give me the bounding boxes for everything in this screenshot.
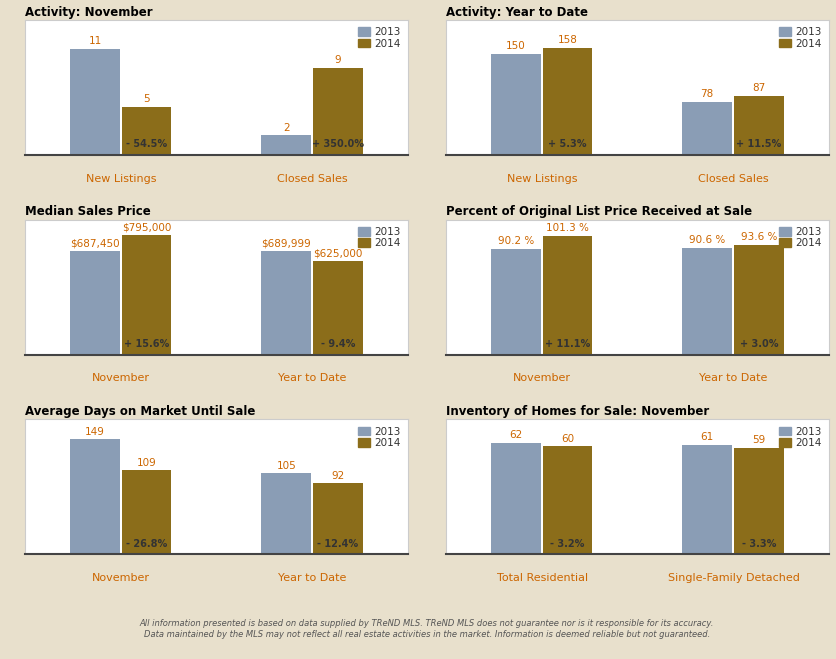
Text: 62: 62 — [508, 430, 522, 440]
Legend: 2013, 2014: 2013, 2014 — [356, 424, 402, 450]
Text: 150: 150 — [505, 41, 525, 51]
Text: Closed Sales: Closed Sales — [277, 173, 348, 184]
Text: All information presented is based on data supplied by TReND MLS. TReND MLS does: All information presented is based on da… — [140, 619, 713, 639]
Text: November: November — [512, 374, 570, 384]
Text: 90.6 %: 90.6 % — [688, 235, 725, 246]
Text: $689,999: $689,999 — [261, 239, 311, 248]
Text: $625,000: $625,000 — [313, 248, 362, 258]
Text: Average Days on Market Until Sale: Average Days on Market Until Sale — [25, 405, 255, 418]
Text: - 26.8%: - 26.8% — [126, 539, 167, 549]
Text: 9: 9 — [334, 55, 341, 65]
Text: 5: 5 — [143, 94, 150, 104]
Bar — [70, 252, 120, 355]
Text: Inventory of Homes for Sale: November: Inventory of Homes for Sale: November — [446, 405, 708, 418]
Bar — [261, 136, 311, 155]
Bar — [70, 440, 120, 554]
Bar — [121, 235, 171, 355]
Text: Year to Date: Year to Date — [698, 374, 767, 384]
Text: 93.6 %: 93.6 % — [740, 232, 776, 242]
Bar — [313, 68, 362, 155]
Text: + 11.5%: + 11.5% — [736, 139, 781, 150]
Text: - 54.5%: - 54.5% — [126, 139, 167, 150]
Bar — [681, 248, 732, 355]
Text: + 11.1%: + 11.1% — [544, 339, 589, 349]
Text: - 12.4%: - 12.4% — [317, 539, 358, 549]
Bar — [121, 471, 171, 554]
Bar — [491, 248, 540, 355]
Legend: 2013, 2014: 2013, 2014 — [777, 225, 823, 250]
Text: 92: 92 — [331, 471, 344, 480]
Text: 11: 11 — [89, 36, 101, 46]
Text: 61: 61 — [700, 432, 713, 442]
Text: Single-Family Detached: Single-Family Detached — [667, 573, 798, 583]
Bar — [681, 102, 732, 155]
Text: 87: 87 — [752, 83, 764, 94]
Bar — [313, 261, 362, 355]
Text: Median Sales Price: Median Sales Price — [25, 206, 150, 218]
Bar — [261, 251, 311, 355]
Text: - 3.3%: - 3.3% — [741, 539, 775, 549]
Text: 90.2 %: 90.2 % — [497, 236, 533, 246]
Bar — [491, 53, 540, 155]
Text: New Listings: New Listings — [507, 173, 577, 184]
Text: November: November — [92, 573, 150, 583]
Bar — [491, 443, 540, 554]
Legend: 2013, 2014: 2013, 2014 — [356, 225, 402, 250]
Text: Year to Date: Year to Date — [278, 573, 346, 583]
Text: Percent of Original List Price Received at Sale: Percent of Original List Price Received … — [446, 206, 752, 218]
Legend: 2013, 2014: 2013, 2014 — [777, 424, 823, 450]
Text: - 9.4%: - 9.4% — [320, 339, 354, 349]
Bar — [70, 49, 120, 155]
Bar — [261, 473, 311, 554]
Bar — [121, 107, 171, 155]
Legend: 2013, 2014: 2013, 2014 — [356, 25, 402, 51]
Text: 101.3 %: 101.3 % — [545, 223, 589, 233]
Text: Year to Date: Year to Date — [278, 374, 346, 384]
Text: Activity: Year to Date: Activity: Year to Date — [446, 6, 588, 18]
Text: + 15.6%: + 15.6% — [124, 339, 169, 349]
Text: 149: 149 — [85, 427, 104, 437]
Text: + 3.0%: + 3.0% — [739, 339, 777, 349]
Bar — [733, 448, 782, 554]
Text: Closed Sales: Closed Sales — [697, 173, 767, 184]
Text: + 5.3%: + 5.3% — [548, 139, 586, 150]
Text: 109: 109 — [136, 457, 156, 467]
Bar — [542, 48, 592, 155]
Text: 2: 2 — [283, 123, 289, 132]
Text: 60: 60 — [560, 434, 573, 444]
Bar — [733, 244, 782, 355]
Text: 59: 59 — [752, 436, 764, 445]
Text: $795,000: $795,000 — [122, 223, 171, 233]
Bar — [542, 236, 592, 355]
Legend: 2013, 2014: 2013, 2014 — [777, 25, 823, 51]
Text: 105: 105 — [276, 461, 296, 471]
Text: 78: 78 — [700, 90, 713, 100]
Text: New Listings: New Listings — [86, 173, 156, 184]
Text: Total Residential: Total Residential — [496, 573, 587, 583]
Text: $687,450: $687,450 — [70, 239, 120, 248]
Bar — [681, 445, 732, 554]
Text: - 3.2%: - 3.2% — [549, 539, 584, 549]
Text: Activity: November: Activity: November — [25, 6, 152, 18]
Text: 158: 158 — [557, 36, 577, 45]
Bar — [313, 483, 362, 554]
Text: November: November — [92, 374, 150, 384]
Bar — [733, 96, 782, 155]
Text: + 350.0%: + 350.0% — [312, 139, 364, 150]
Bar — [542, 446, 592, 554]
